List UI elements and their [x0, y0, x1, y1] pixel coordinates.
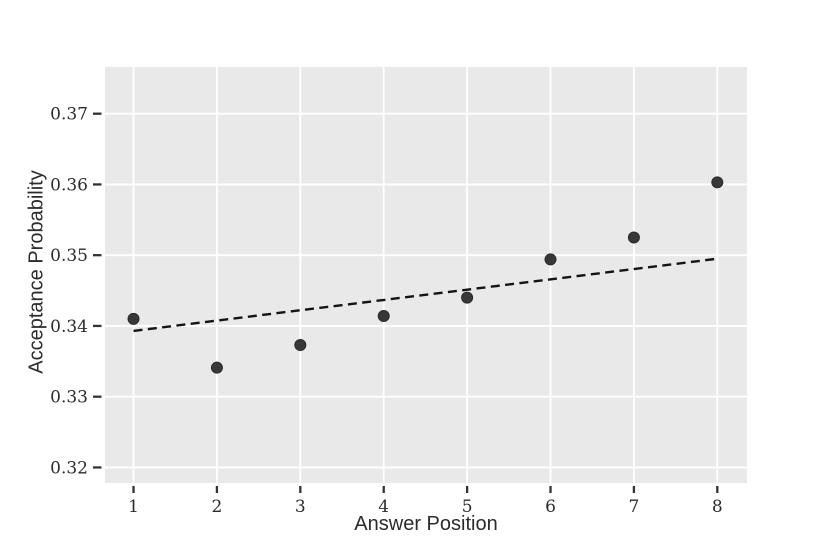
y-tick-label: 0.34	[50, 317, 88, 337]
x-axis-label: Answer Position	[354, 513, 498, 535]
data-point	[210, 361, 223, 374]
data-point	[461, 291, 474, 304]
x-tick-label: 6	[545, 497, 556, 517]
y-tick-label: 0.33	[50, 388, 88, 408]
data-point	[294, 339, 307, 352]
y-tick-label: 0.37	[50, 105, 88, 125]
y-tick-label: 0.36	[50, 175, 88, 195]
y-tick-label: 0.35	[50, 246, 88, 266]
data-point	[711, 176, 724, 189]
x-tick-label: 2	[212, 497, 223, 517]
trend-line	[133, 257, 718, 333]
x-tick-label: 7	[628, 497, 639, 517]
y-axis-label: Acceptance Probability	[25, 170, 48, 374]
x-tick-label: 8	[712, 497, 723, 517]
y-tick-label: 0.32	[50, 458, 88, 478]
data-point	[127, 312, 140, 325]
data-point	[377, 310, 390, 323]
data-point	[627, 231, 640, 244]
plot-area	[105, 67, 747, 483]
x-tick-label: 3	[295, 497, 306, 517]
x-tick-label: 4	[378, 497, 389, 517]
data-point	[544, 253, 557, 266]
x-tick-label: 5	[462, 497, 473, 517]
x-tick-label: 1	[128, 497, 139, 517]
